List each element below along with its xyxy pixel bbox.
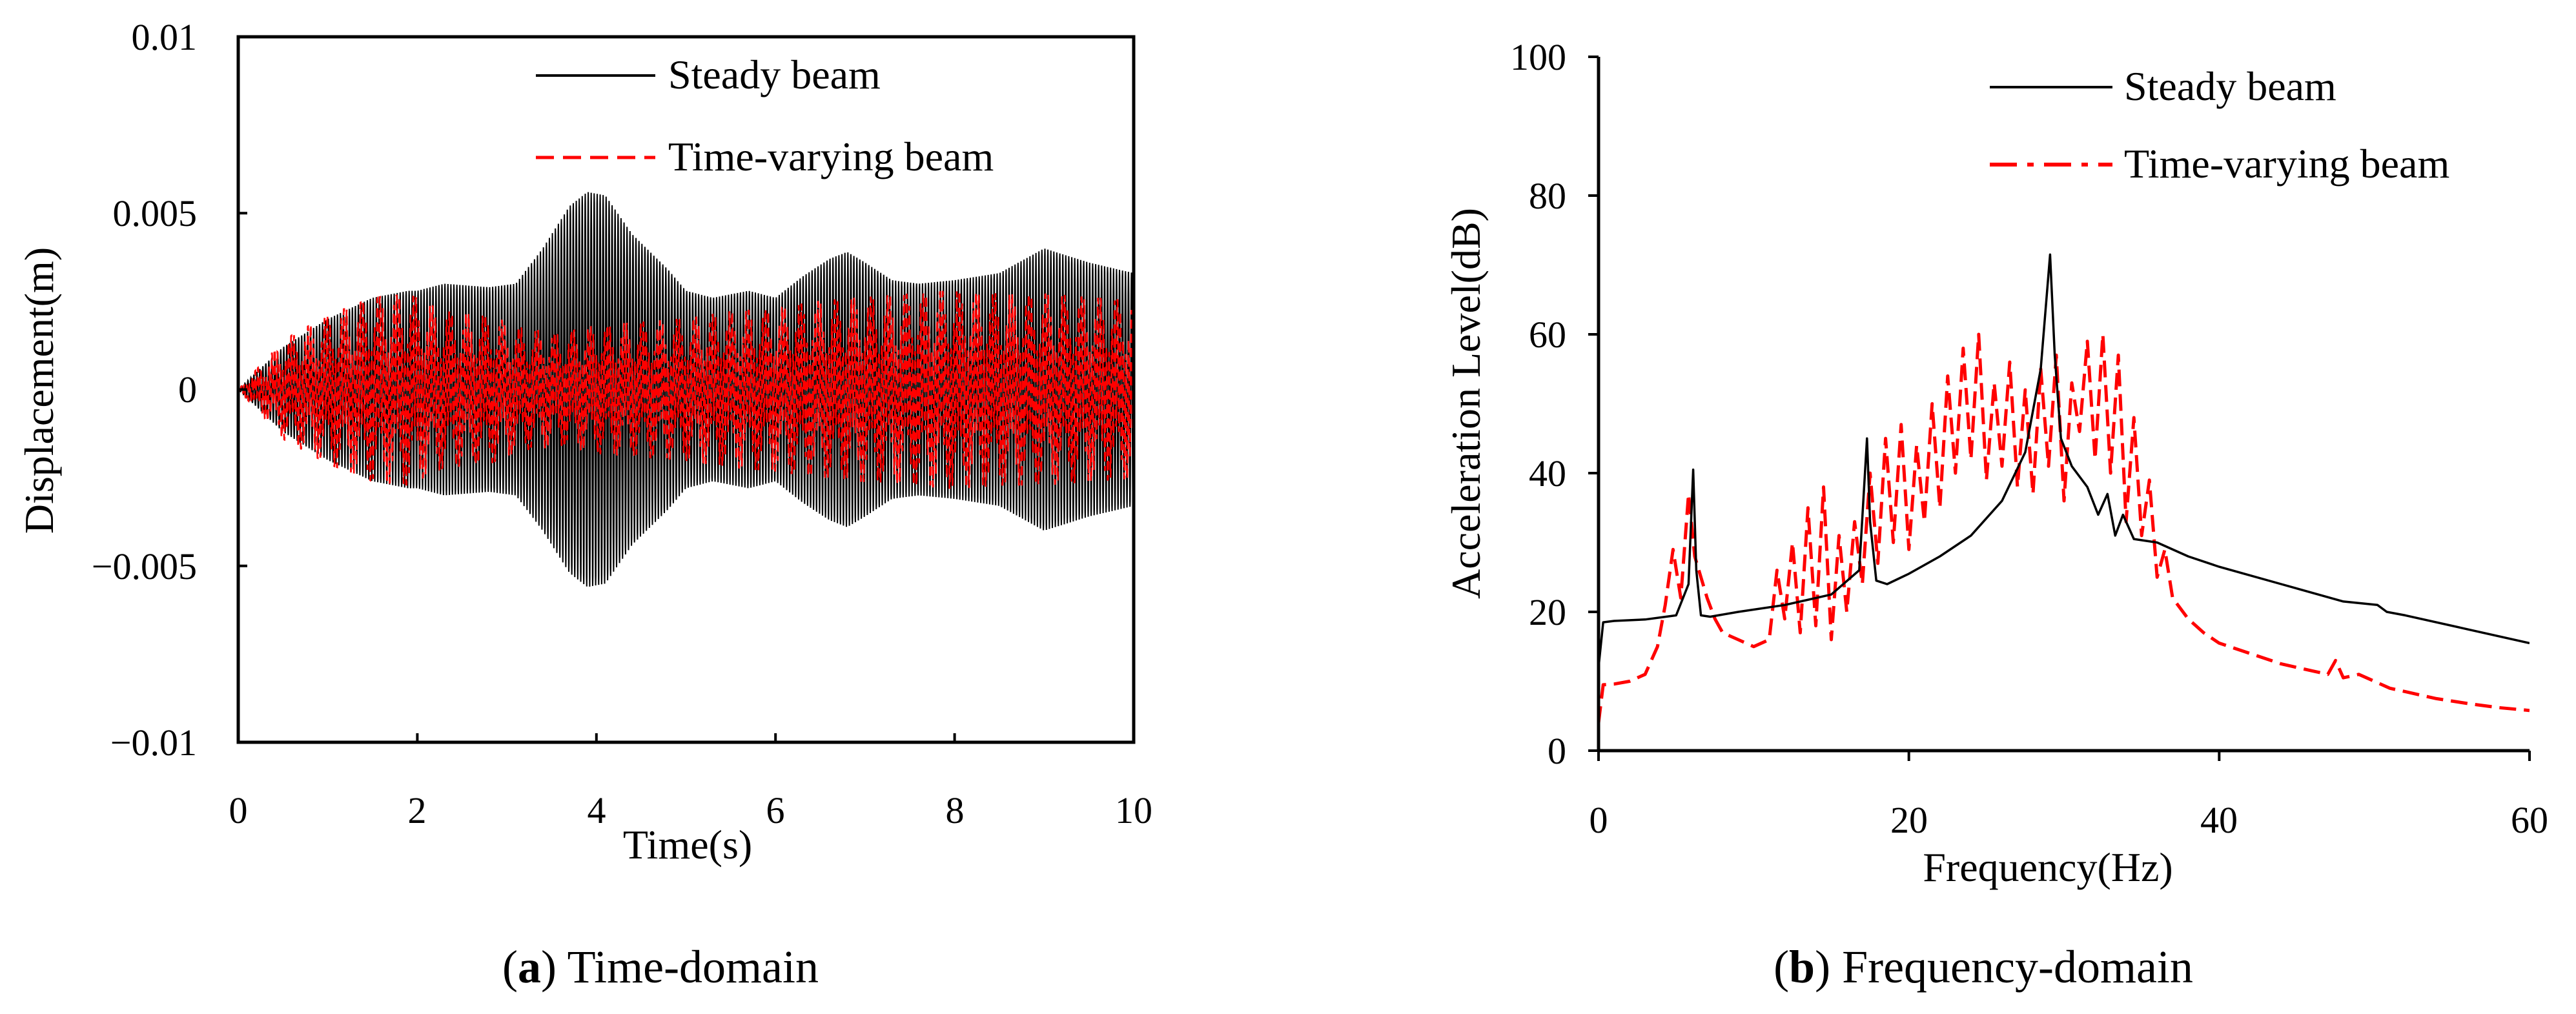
caption-letter: a (518, 941, 541, 993)
x-tick-label: 4 (588, 789, 606, 831)
y-tick-label: 20 (1529, 591, 1566, 633)
y-tick-label: 0.01 (132, 16, 198, 58)
legend-time-domain: Steady beam Time-varying beam (536, 52, 994, 179)
y-tick-label: 0 (1548, 730, 1566, 772)
y-tick-label: 0 (178, 369, 197, 411)
series-line-time-varying-beam (1599, 332, 2530, 724)
legend-label-time-varying-beam: Time-varying beam (2124, 141, 2449, 187)
y-tick-label: −0.01 (110, 722, 197, 764)
y-tick-label: 0.005 (113, 192, 198, 234)
x-tick-label: 40 (2200, 799, 2238, 841)
panel-frequency-domain: 100 80 60 40 20 0 0 20 40 60 Frequency(H… (1443, 36, 2548, 993)
y-tick-label: 40 (1529, 452, 1566, 494)
legend-label-time-varying-beam: Time-varying beam (668, 134, 994, 179)
y-axis-label: Acceleration Level(dB) (1443, 208, 1489, 599)
series-line-time-varying-beam (238, 289, 1134, 489)
legend-label-steady-beam: Steady beam (668, 52, 881, 97)
legend-label-steady-beam: Steady beam (2124, 63, 2336, 109)
x-tick-label: 0 (1590, 799, 1608, 841)
panel-time-domain: 0.01 0.005 0 −0.005 −0.01 0 2 4 6 8 10 T… (16, 16, 1152, 993)
legend-frequency-domain: Steady beam Time-varying beam (1990, 63, 2449, 187)
ticks-time-domain (237, 35, 1135, 744)
x-tick-label: 8 (946, 789, 965, 831)
ticks-frequency-domain (1588, 56, 2531, 761)
y-tick-label: −0.005 (92, 545, 197, 587)
x-tick-label: 10 (1115, 789, 1152, 831)
x-axis-label: Frequency(Hz) (1923, 844, 2172, 890)
plot-area-frequency-domain (1599, 253, 2530, 724)
x-tick-label: 20 (1890, 799, 1928, 841)
y-tick-label: 100 (1510, 36, 1566, 78)
y-tick-label: 80 (1529, 175, 1566, 217)
caption-text: Time-domain (557, 941, 819, 993)
series-line-steady-beam (1599, 253, 2530, 668)
caption-text: Frequency-domain (1830, 941, 2193, 993)
x-tick-label: 60 (2511, 799, 2548, 841)
plot-area-time-domain (238, 192, 1134, 587)
y-axis-label: Displacement(m) (16, 247, 62, 534)
y-tick-label: 60 (1529, 314, 1566, 356)
caption-time-domain: (a) Time-domain (502, 941, 819, 993)
x-tick-label: 0 (229, 789, 248, 831)
caption-letter: b (1789, 941, 1815, 993)
x-axis-label: Time(s) (623, 822, 752, 867)
x-tick-label: 2 (408, 789, 427, 831)
caption-frequency-domain: (b) Frequency-domain (1774, 941, 2193, 993)
x-tick-label: 6 (766, 789, 785, 831)
